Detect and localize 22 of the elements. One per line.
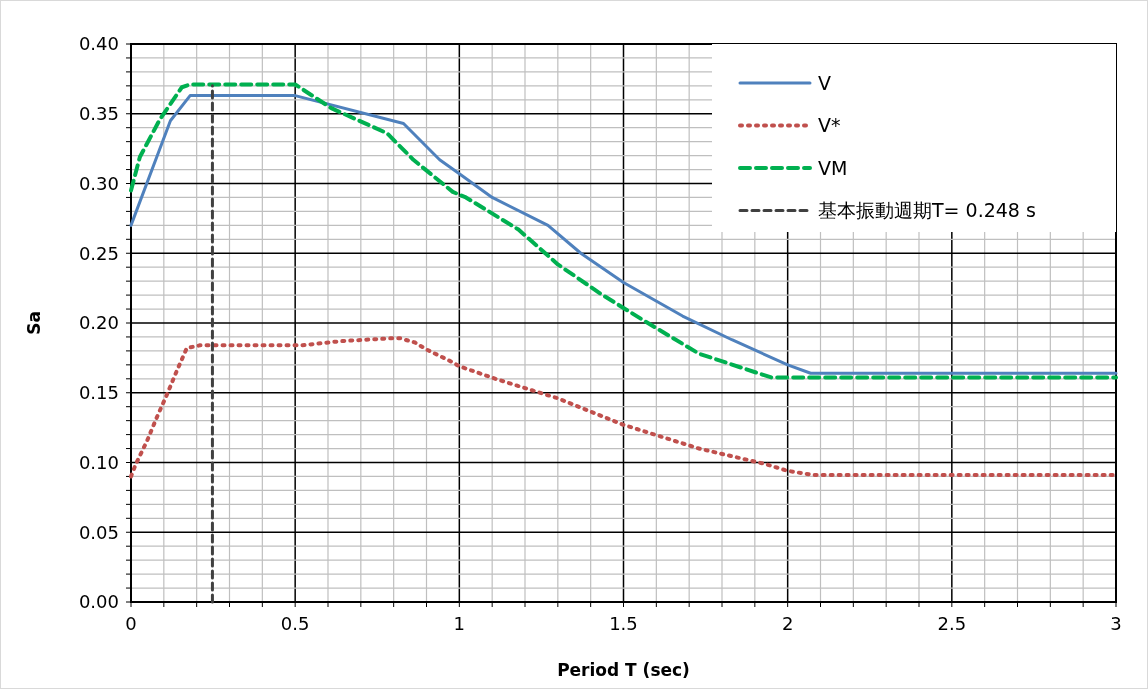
y-axis-title: Sa	[24, 311, 44, 335]
y-tick-label: 0.10	[78, 451, 119, 473]
x-tick-label: 0.5	[280, 613, 310, 634]
y-tick-label: 0.35	[78, 103, 119, 125]
x-tick-label: 1.5	[609, 613, 638, 634]
legend-label: V	[818, 71, 831, 94]
legend-label: VM	[818, 156, 848, 179]
legend-label: 基本振動週期T= 0.248 s	[818, 199, 1036, 222]
x-axis-title: Period T (sec)	[557, 660, 690, 680]
y-tick-label: 0.15	[78, 382, 119, 404]
legend-label: V*	[818, 114, 841, 137]
y-tick-label: 0.20	[78, 312, 119, 334]
y-tick-label: 0.00	[78, 591, 119, 613]
x-tick-label: 2.5	[937, 613, 967, 634]
y-tick-label: 0.05	[78, 521, 119, 543]
x-tick-label: 2	[781, 613, 794, 634]
x-tick-label: 0	[125, 613, 137, 634]
y-tick-label: 0.40	[78, 33, 119, 55]
y-tick-label: 0.30	[78, 172, 119, 194]
x-tick-label: 1	[453, 613, 466, 634]
x-tick-label: 3	[1110, 613, 1122, 634]
y-tick-label: 0.25	[78, 242, 119, 264]
